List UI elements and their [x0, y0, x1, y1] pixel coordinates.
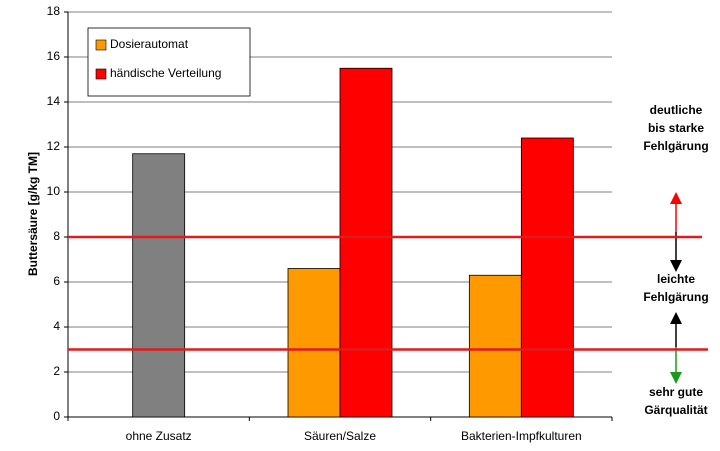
x-tick-label: ohne Zusatz	[126, 429, 192, 443]
legend-swatch	[95, 68, 107, 80]
annotation: leichte	[657, 272, 695, 286]
y-tick-label: 0	[53, 409, 60, 423]
y-tick-label: 16	[47, 49, 61, 63]
y-tick-label: 8	[53, 229, 60, 243]
bars	[132, 67, 574, 418]
bar	[132, 153, 186, 418]
annotation: Gärqualität	[644, 403, 707, 417]
y-tick-label: 6	[53, 274, 60, 288]
x-tick-label: Bakterien-Impfkulturen	[461, 429, 582, 443]
annotation: Fehlgärung	[643, 290, 708, 304]
annotation: sehr gute	[649, 385, 703, 399]
y-tick-label: 14	[47, 94, 61, 108]
legend-label: Dosierautomat	[110, 37, 189, 51]
legend-label: händische Verteilung	[110, 66, 221, 80]
bar	[339, 67, 393, 418]
annotation: deutliche	[650, 103, 703, 117]
bar	[468, 274, 522, 418]
annotation: Fehlgärung	[643, 139, 708, 153]
legend-swatch	[95, 39, 107, 51]
y-tick-label: 2	[53, 364, 60, 378]
y-tick-label: 4	[53, 319, 60, 333]
bar	[287, 268, 341, 418]
y-tick-label: 18	[47, 4, 61, 18]
bar	[520, 137, 574, 418]
y-tick-label: 12	[47, 139, 61, 153]
legend-box	[87, 27, 251, 97]
y-axis-label: Buttersäure [g/kg TM]	[26, 152, 40, 276]
y-tick-label: 10	[47, 184, 61, 198]
x-tick-label: Säuren/Salze	[304, 429, 376, 443]
annotation: bis starke	[648, 121, 704, 135]
